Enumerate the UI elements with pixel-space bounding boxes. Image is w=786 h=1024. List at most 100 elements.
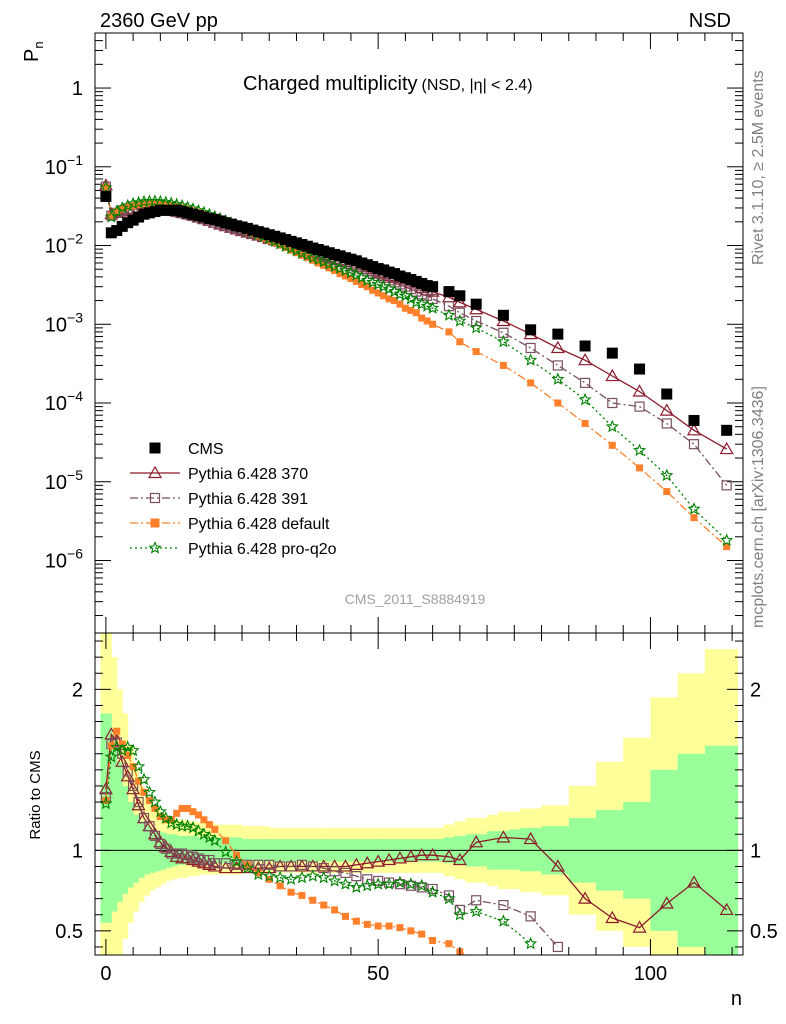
data-point [442,308,456,321]
ratio-data-point [194,811,202,819]
ratio-data-point [191,824,206,837]
data-point [720,533,734,546]
ratio-data-point [405,880,416,891]
main-y-axis-label-sub: n [31,41,46,48]
ratio-data-point [184,804,192,812]
ratio-data-point [287,888,295,896]
data-point [470,298,482,310]
data-point [407,306,415,314]
x-tick-label: 100 [634,963,667,985]
data-point [100,190,112,202]
data-point [552,328,564,340]
ratio-data-point [211,825,219,833]
data-point [110,204,124,218]
ratio-series-pythia-6-428-pro-q2o [99,740,538,950]
data-point [113,208,121,216]
ratio-data-point [393,875,407,889]
data-point [382,282,396,295]
ratio-data-point [498,899,509,911]
data-point [385,295,393,303]
data-point [341,272,349,280]
data-point [380,292,388,300]
data-point [524,353,538,366]
data-point [579,377,591,389]
data-point [338,263,353,277]
data-point [552,360,563,371]
data-point [322,257,336,270]
legend-label: CMS [188,441,224,458]
ratio-data-point [131,759,146,773]
data-point [578,352,593,366]
main-chart-title-main: Charged multiplicity [243,73,418,95]
data-point [429,320,437,328]
ratio-data-point [153,835,168,848]
ratio-panel: 0.5 0.5 1 1 2 2 0 50 100 Ratio to CMS n [27,632,778,1010]
data-point [632,384,647,397]
ratio-data-point [418,930,426,938]
ratio-data-point [171,848,182,859]
band-inner-bin [133,814,140,883]
ratio-data-point [525,911,536,922]
data-point [687,502,701,515]
ratio-data-point [102,796,110,804]
x-tick-label: 0 [100,963,111,985]
ratio-data-point [135,777,143,785]
data-point [409,295,423,308]
data-point [118,205,126,213]
ratio-data-point [469,904,483,918]
ratio-data-point [265,875,273,883]
ratio-data-point [396,924,404,932]
ratio-data-point [426,885,440,898]
legend-marker [149,492,161,504]
ratio-data-point [469,835,484,848]
series-line-pythia-6-428-370 [105,185,728,450]
data-point [333,261,347,275]
data-point [355,270,369,284]
data-point [688,414,700,426]
ratio-y-tick-label-right: 2 [750,679,761,701]
data-point [527,379,535,387]
ratio-data-point [262,869,276,882]
main-y-tick-label: 10−1 [45,152,83,179]
data-point [349,268,363,281]
ratio-data-point [229,854,244,868]
ratio-data-point [178,804,186,812]
legend-entry: Pythia 6.428 391 [130,491,308,508]
data-point [276,241,284,249]
ratio-data-point [328,874,342,887]
main-y-tick-exponent: −4 [67,388,83,404]
ratio-data-point [177,848,188,859]
data-point [107,212,115,220]
ratio-data-point [578,891,593,904]
main-y-tick-mantissa: 10 [45,393,67,415]
data-point [550,340,565,354]
ratio-data-point [170,817,184,831]
ratio-data-point [416,882,427,893]
ratio-data-point [137,772,151,786]
series-pythia-6-428-pro-q2o [105,187,728,541]
ratio-data-point [222,837,230,845]
data-point [551,372,565,385]
data-point [137,194,151,208]
data-point [525,324,537,336]
data-point [497,309,509,321]
ratio-data-point [144,821,155,832]
main-y-tick-mantissa: 10 [45,314,67,336]
main-y-tick-label: 1 [72,78,83,100]
legend-label: Pythia 6.428 391 [188,491,308,508]
main-y-tick-mantissa: 10 [45,472,67,494]
ratio-y-tick-label-left: 1 [72,840,83,862]
data-point [496,334,510,348]
header-right-label: NSD [689,10,731,32]
ratio-data-point [632,920,647,933]
ratio-line-pythia-6-428-pro-q2o [105,746,532,945]
legend-marker [148,541,162,554]
data-point [314,259,322,267]
data-point [660,468,674,482]
ratio-data-point [193,853,204,864]
ratio-data-point [128,780,139,792]
data-point [371,277,385,291]
data-point [454,307,465,318]
data-point [427,281,439,293]
